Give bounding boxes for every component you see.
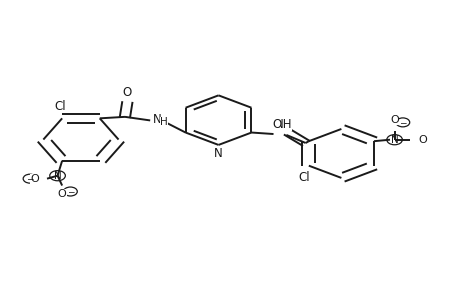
Text: O: O — [30, 174, 39, 184]
Text: NH: NH — [274, 118, 292, 131]
Text: −: − — [67, 187, 74, 196]
Text: −: − — [398, 118, 406, 127]
Text: N: N — [54, 171, 62, 181]
Text: N: N — [152, 113, 161, 126]
Text: O: O — [389, 115, 398, 125]
Text: −: − — [26, 174, 34, 183]
Text: Cl: Cl — [298, 171, 309, 184]
Text: N: N — [390, 135, 397, 145]
Text: H: H — [160, 117, 168, 127]
Text: N: N — [214, 147, 223, 160]
Text: O: O — [417, 135, 426, 145]
Text: Cl: Cl — [54, 100, 66, 113]
Text: O: O — [123, 86, 132, 99]
Text: O: O — [58, 189, 67, 199]
Text: O: O — [271, 118, 281, 131]
